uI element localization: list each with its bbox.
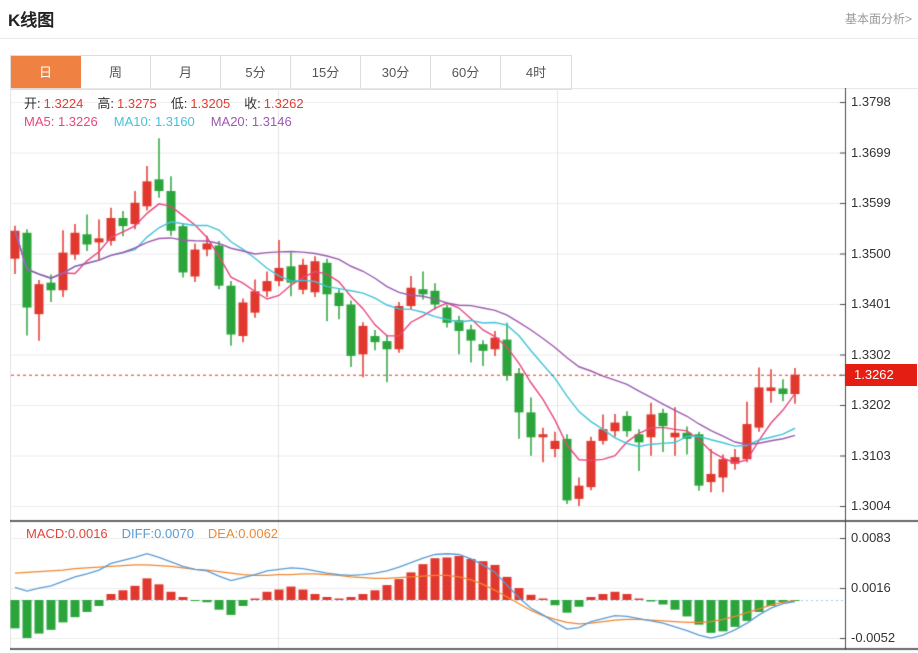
tab-30分[interactable]: 30分 (361, 56, 431, 89)
close-label: 收: (244, 96, 261, 111)
tab-月[interactable]: 月 (151, 56, 221, 89)
price-tick-label: 1.3500 (851, 245, 891, 261)
price-tick-label: 1.3004 (851, 498, 891, 513)
diff-info-value: DIFF:0.0070 (121, 526, 194, 541)
page-title: K线图 (8, 11, 55, 30)
tab-5分[interactable]: 5分 (221, 56, 291, 89)
macd-info-row: MACD:0.0016 DIFF:0.0070 DEA:0.0062 (26, 526, 292, 541)
current-price-badge: 1.3262 (845, 364, 917, 386)
ma20-info: MA20: 1.3146 (210, 114, 292, 129)
price-tick-label: 1.3401 (851, 296, 891, 311)
macd-tick-label: -0.0052 (851, 630, 896, 645)
ma10-info: MA10: 1.3160 (113, 114, 195, 129)
tab-15分[interactable]: 15分 (291, 56, 361, 89)
price-tick-label: 1.3599 (851, 195, 891, 210)
header-divider (0, 38, 918, 39)
low-value: 1.3205 (190, 96, 231, 111)
price-tick-label: 1.3103 (851, 447, 891, 463)
price-tick-label: 1.3302 (851, 346, 891, 362)
tab-4时[interactable]: 4时 (525, 65, 547, 80)
kline-chart-canvas[interactable] (10, 88, 918, 651)
tab-60分[interactable]: 60分 (431, 56, 501, 89)
macd-tick-label: 0.0016 (851, 580, 891, 595)
ohlc-info-row: 开: 1.3224 高: 1.3275 低: 1.3205 收: 1.3262 (24, 93, 318, 112)
dea-info-value: DEA:0.0062 (207, 526, 279, 541)
tab-日[interactable]: 日 (11, 56, 81, 89)
timeframe-tabs: 日周月 5分 15分 30分 60分 4时 (10, 55, 572, 90)
open-label: 开: (24, 96, 41, 111)
fundamental-analysis-link[interactable]: 基本面分析> (844, 12, 912, 26)
open-value: 1.3224 (43, 96, 84, 111)
price-tick-label: 1.3202 (851, 397, 891, 412)
high-label: 高: (97, 96, 115, 111)
close-value: 1.3262 (263, 96, 304, 111)
ma5-info: MA5: 1.3226 (24, 114, 98, 129)
price-tick-label: 1.3699 (851, 144, 891, 160)
ma-info-row: MA5: 1.3226 MA10: 1.3160 MA20: 1.3146 (24, 114, 308, 129)
low-label: 低: (170, 96, 188, 111)
high-value: 1.3275 (117, 96, 157, 111)
macd-tick-label: 0.0083 (851, 530, 891, 545)
macd-info-value: MACD:0.0016 (26, 526, 108, 541)
tab-周[interactable]: 周 (81, 56, 151, 89)
price-tick-label: 1.3798 (851, 94, 891, 109)
